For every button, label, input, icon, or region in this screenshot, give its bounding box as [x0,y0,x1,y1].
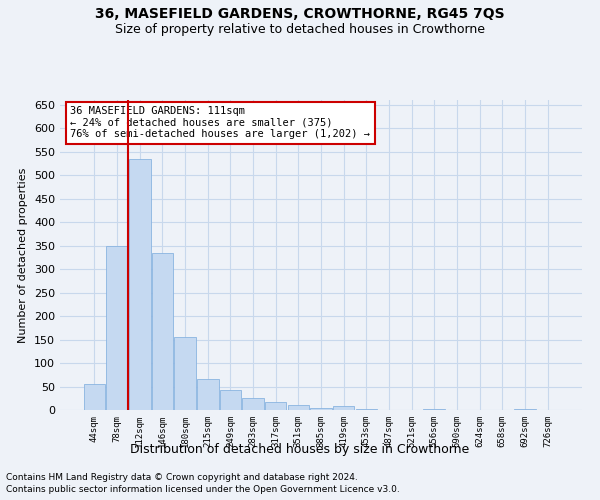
Bar [84,384,105,410]
Text: 36, MASEFIELD GARDENS, CROWTHORNE, RG45 7QS: 36, MASEFIELD GARDENS, CROWTHORNE, RG45 … [95,8,505,22]
Bar [197,380,218,410]
Bar [310,408,332,410]
Bar [175,337,196,410]
Text: Size of property relative to detached houses in Crowthorne: Size of property relative to detached ho… [115,22,485,36]
Bar [152,252,173,410]
Bar [287,406,309,410]
Text: Distribution of detached houses by size in Crowthorne: Distribution of detached houses by size … [130,442,470,456]
Bar [424,408,445,410]
Bar [242,398,264,410]
Text: Contains public sector information licensed under the Open Government Licence v3: Contains public sector information licen… [6,485,400,494]
Bar [129,158,151,410]
Bar [356,409,377,410]
Bar [106,246,128,410]
Bar [333,406,355,410]
Bar [514,409,536,410]
Bar [265,402,286,410]
Text: 36 MASEFIELD GARDENS: 111sqm
← 24% of detached houses are smaller (375)
76% of s: 36 MASEFIELD GARDENS: 111sqm ← 24% of de… [70,106,370,140]
Y-axis label: Number of detached properties: Number of detached properties [19,168,28,342]
Bar [220,390,241,410]
Text: Contains HM Land Registry data © Crown copyright and database right 2024.: Contains HM Land Registry data © Crown c… [6,472,358,482]
